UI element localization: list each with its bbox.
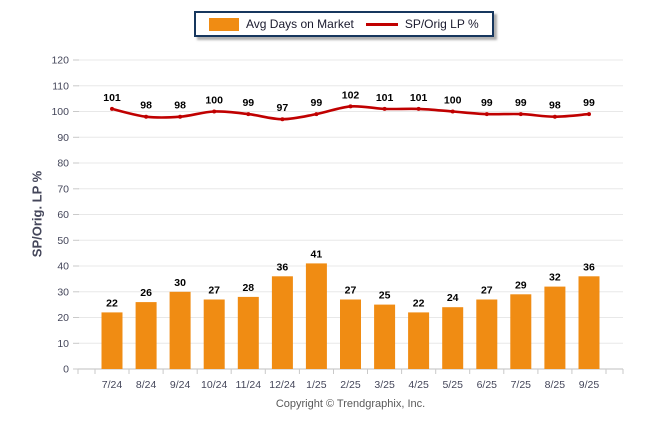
x-axis-label: 5/25 — [442, 379, 463, 391]
bar-value-label: 30 — [174, 277, 186, 289]
y-tick-label: 120 — [51, 55, 69, 67]
x-axis-label: 3/25 — [374, 379, 395, 391]
bar-value-label: 28 — [242, 282, 254, 294]
data-point — [178, 114, 183, 119]
x-axis-label: 12/24 — [269, 379, 295, 391]
data-point — [212, 109, 217, 114]
line-value-label: 99 — [481, 97, 493, 109]
line-value-label: 101 — [376, 92, 394, 104]
bar — [408, 312, 430, 369]
bar-value-label: 22 — [413, 297, 425, 309]
line-value-label: 100 — [444, 95, 462, 107]
bar — [578, 276, 600, 369]
line-value-label: 101 — [103, 92, 121, 104]
x-axis-label: 10/24 — [201, 379, 227, 391]
bar-value-label: 36 — [277, 261, 289, 273]
data-point — [144, 114, 149, 119]
bar-value-label: 29 — [515, 279, 527, 291]
x-axis-label: 4/25 — [408, 379, 429, 391]
bar-value-label: 27 — [208, 285, 220, 297]
x-axis-label: 11/24 — [236, 379, 262, 391]
bar-value-label: 32 — [549, 272, 561, 284]
bar — [237, 296, 259, 369]
data-point — [246, 112, 251, 117]
legend: Avg Days on Market SP/Orig LP % — [194, 11, 494, 37]
y-tick-label: 110 — [52, 80, 69, 92]
x-axis-label: 8/24 — [136, 379, 157, 391]
data-point — [382, 106, 387, 111]
x-axis-label: 6/25 — [477, 379, 498, 391]
bar-value-label: 26 — [140, 287, 152, 299]
data-point — [110, 106, 114, 111]
y-tick-label: 80 — [57, 158, 69, 170]
data-point — [484, 112, 489, 117]
y-axis-title: SP/Orig. LP % — [29, 170, 45, 258]
y-tick-label: 40 — [57, 261, 69, 273]
bar — [305, 263, 327, 369]
y-tick-label: 100 — [51, 106, 69, 118]
bar-value-label: 27 — [481, 285, 493, 297]
bar — [169, 291, 191, 370]
bar — [135, 302, 157, 369]
x-axis-label: 9/25 — [579, 379, 600, 391]
bar — [476, 299, 498, 369]
data-point — [280, 117, 285, 122]
x-axis-label: 9/24 — [170, 379, 191, 391]
x-axis-label: 1/25 — [306, 379, 327, 391]
data-point — [416, 106, 421, 111]
bar — [510, 294, 532, 369]
data-point — [348, 104, 353, 109]
bar — [271, 276, 293, 369]
line-value-label: 99 — [242, 97, 254, 109]
line-value-label: 99 — [311, 97, 323, 109]
data-point — [314, 112, 319, 117]
data-point — [552, 114, 557, 119]
legend-item-sp-orig-lp: SP/Orig LP % — [365, 17, 479, 31]
line-value-label: 100 — [205, 95, 223, 107]
copyright-text: Copyright © Trendgraphix, Inc. — [275, 398, 426, 410]
legend-label-sp-orig-lp: SP/Orig LP % — [404, 17, 479, 31]
legend-item-avg-days: Avg Days on Market — [209, 17, 354, 31]
y-tick-label: 10 — [57, 338, 69, 350]
bar-value-label: 24 — [447, 292, 459, 304]
bar — [203, 299, 225, 369]
bar-swatch-icon — [209, 17, 239, 31]
bar-value-label: 27 — [345, 285, 357, 297]
x-axis-label: 7/24 — [102, 379, 123, 391]
line-swatch-icon — [365, 22, 398, 26]
bar-value-label: 36 — [583, 261, 595, 273]
x-axis-label: 8/25 — [545, 379, 566, 391]
data-point — [450, 109, 455, 114]
line-value-label: 98 — [140, 100, 152, 112]
legend-label-avg-days: Avg Days on Market — [246, 17, 354, 31]
y-tick-label: 20 — [57, 312, 69, 324]
y-tick-label: 70 — [57, 183, 69, 195]
data-point — [518, 112, 523, 117]
bar — [442, 307, 464, 369]
line-value-label: 99 — [583, 97, 595, 109]
bar-value-label: 22 — [106, 297, 118, 309]
bar — [340, 299, 361, 369]
data-point — [587, 112, 591, 117]
y-tick-label: 0 — [63, 364, 69, 376]
bar — [544, 286, 566, 369]
bar-value-label: 41 — [311, 248, 323, 260]
line-value-label: 99 — [515, 97, 527, 109]
line-value-label: 98 — [174, 100, 186, 112]
line-value-label: 101 — [410, 92, 428, 104]
x-axis-label: 7/25 — [511, 379, 532, 391]
line-value-label: 97 — [277, 102, 289, 114]
line-value-label: 98 — [549, 100, 561, 112]
bar — [374, 304, 396, 369]
y-tick-label: 60 — [57, 209, 69, 221]
y-tick-label: 50 — [57, 235, 69, 247]
line-value-label: 102 — [342, 89, 360, 101]
x-axis-label: 2/25 — [340, 379, 361, 391]
bar-value-label: 25 — [379, 290, 391, 302]
y-tick-label: 90 — [57, 132, 69, 144]
y-tick-label: 30 — [57, 286, 69, 298]
bar — [101, 312, 123, 369]
